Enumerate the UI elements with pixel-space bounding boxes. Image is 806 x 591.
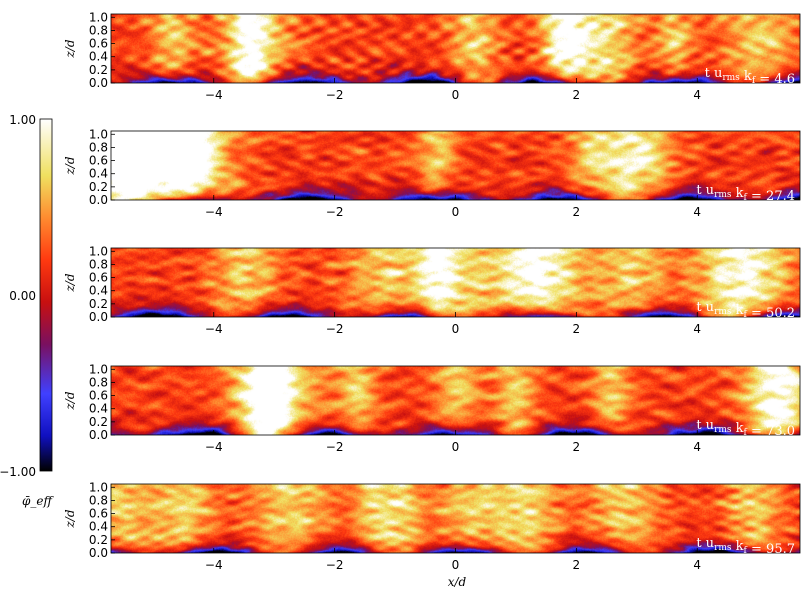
y-tick-label: 0.4	[89, 520, 108, 534]
panel-field	[111, 366, 800, 435]
x-tick-label: 4	[693, 322, 701, 336]
y-tick-label: 0.2	[89, 180, 108, 194]
y-tick-label: 0.2	[89, 415, 108, 429]
y-tick-label: 0.0	[89, 428, 108, 442]
panel-1: 0.00.20.40.60.81.0 z/d −4 −2 0 2 4 t urms kf = …	[63, 10, 801, 102]
x-tick-label: −2	[326, 205, 344, 219]
x-tick-label: 2	[573, 88, 581, 102]
x-tick-label: −4	[205, 440, 223, 454]
x-tick-label: −2	[326, 558, 344, 572]
x-tick-label: 2	[573, 205, 581, 219]
colorbar-gradient	[39, 118, 53, 472]
y-tick-label: 1.0	[89, 10, 108, 24]
colorbar-max-label: 1.00	[9, 113, 36, 127]
y-axis-label: z/d	[63, 39, 77, 58]
y-tick-label: 0.0	[89, 310, 108, 324]
x-tick-label: 0	[452, 322, 460, 336]
panel-time-label: t urms kf = 95.7	[696, 536, 795, 557]
panel-3: 0.00.20.40.60.81.0 z/d −4 −2 0 2 4t urms kf = …	[63, 244, 801, 336]
x-tick-label: 0	[452, 205, 460, 219]
y-tick-label: 0.4	[89, 402, 108, 416]
x-tick-label: 2	[573, 440, 581, 454]
x-tick-label: −4	[205, 88, 223, 102]
y-tick-label: 0.6	[89, 271, 108, 285]
y-tick-label: 0.8	[89, 23, 108, 37]
x-tick-label: 0	[452, 88, 460, 102]
panels: 0.00.20.40.60.81.0z/d−4 −2 0 2 4t urms kf = …	[63, 10, 801, 572]
y-axis-label: z/d	[63, 391, 77, 410]
y-axis-label: z/d	[63, 273, 77, 292]
panel-time-label: t urms kf = 73.0	[696, 418, 795, 439]
x-tick-label: 0	[452, 440, 460, 454]
y-tick-label: 0.6	[89, 37, 108, 51]
x-tick-label: 4	[693, 558, 701, 572]
y-tick-label: 0.8	[89, 493, 108, 507]
panel-2: 0.00.20.40.60.81.0 z/d −4 −2 0 2 4t urms kf = …	[63, 127, 801, 219]
y-tick-label: 0.0	[89, 76, 108, 90]
x-tick-label: −4	[205, 322, 223, 336]
y-tick-label: 1.0	[89, 244, 108, 258]
x-tick-label: −4	[205, 558, 223, 572]
y-tick-label: 0.4	[89, 50, 108, 64]
x-tick-label: −2	[326, 440, 344, 454]
x-tick-label: 2	[573, 322, 581, 336]
x-tick-label: 4	[693, 88, 701, 102]
colorbar-min-label: −1.00	[0, 465, 36, 479]
panel-time-label: t urms kf = 50.2	[696, 300, 795, 321]
y-tick-label: 0.4	[89, 167, 108, 181]
x-tick-label: 2	[573, 558, 581, 572]
y-tick-label: 0.2	[89, 63, 108, 77]
colorbar: 1.00 0.00 −1.00 φ̄_eff	[0, 113, 55, 508]
panel-5: 0.00.20.40.60.81.0 z/d −4 −2 0 2 4t urms kf = …	[63, 480, 801, 572]
y-tick-label: 0.8	[89, 140, 108, 154]
y-tick-label: 0.0	[89, 546, 108, 560]
panel-field	[111, 248, 800, 317]
x-tick-label: −2	[326, 88, 344, 102]
y-axis-label: z/d	[63, 156, 77, 175]
x-tick-label: 4	[693, 205, 701, 219]
colorbar-mid-label: 0.00	[9, 289, 36, 303]
y-tick-label: 0.6	[89, 154, 108, 168]
y-tick-label: 0.6	[89, 389, 108, 403]
y-tick-label: 0.6	[89, 507, 108, 521]
y-tick-label: 0.2	[89, 297, 108, 311]
y-tick-label: 1.0	[89, 480, 108, 494]
y-tick-label: 1.0	[89, 362, 108, 376]
panel-field	[111, 131, 800, 200]
x-tick-label: −4	[205, 205, 223, 219]
y-tick-label: 1.0	[89, 127, 108, 141]
panel-field	[111, 14, 800, 83]
panel-time-label: t urms kf = 27.4	[696, 183, 795, 204]
panel-field	[111, 484, 800, 553]
x-tick-label: 4	[693, 440, 701, 454]
y-tick-label: 0.4	[89, 284, 108, 298]
colorbar-title: φ̄_eff	[22, 494, 55, 508]
x-tick-label: 0	[452, 558, 460, 572]
panel-time-label: t urms kf = 4.6	[705, 66, 795, 87]
y-axis-label: z/d	[63, 509, 77, 528]
x-tick-label: −2	[326, 322, 344, 336]
y-tick-label: 0.8	[89, 375, 108, 389]
x-axis-label: x/d	[448, 575, 467, 589]
y-tick-label: 0.8	[89, 257, 108, 271]
y-tick-label: 0.2	[89, 533, 108, 547]
panel-4: 0.00.20.40.60.81.0 z/d −4 −2 0 2 4t urms kf = …	[63, 362, 801, 454]
y-tick-label: 0.0	[89, 193, 108, 207]
